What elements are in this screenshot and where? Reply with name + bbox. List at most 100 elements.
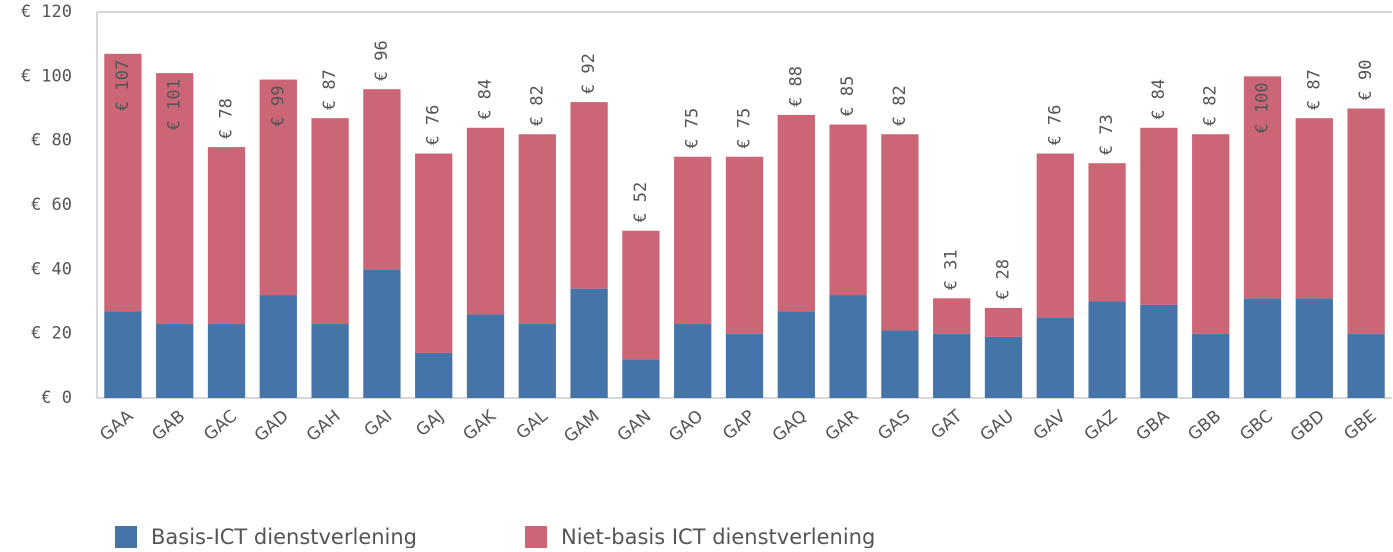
x-tick-label: GBB (1184, 406, 1225, 445)
bar-segment (1140, 127, 1178, 305)
bar-segment (466, 314, 505, 398)
total-label: € 85 (838, 76, 858, 117)
total-label: € 78 (217, 98, 237, 139)
bar-segment (156, 324, 194, 398)
x-tick-label: GAV (1030, 406, 1070, 444)
y-tick-label: € 0 (41, 388, 72, 408)
bar-segment (777, 311, 815, 398)
total-label: € 52 (631, 182, 651, 223)
bar-segment (518, 134, 556, 325)
x-tick-label: GAZ (1081, 406, 1122, 445)
bar-segment (1347, 333, 1385, 398)
bar-segment (570, 288, 608, 398)
x-tick-label: GBA (1133, 406, 1174, 445)
total-label: € 99 (268, 86, 288, 127)
bar-segment (933, 333, 971, 398)
legend-swatch (525, 526, 547, 548)
bar-segment (933, 298, 971, 334)
bar-segment (674, 324, 712, 398)
x-tick-label: GAK (460, 406, 501, 445)
total-label: € 87 (1304, 69, 1324, 110)
bar-segment (725, 156, 764, 334)
x-tick-label: GAL (513, 406, 553, 444)
x-tick-label: GAT (927, 406, 966, 443)
bar-segment (415, 352, 453, 398)
bar-segment (570, 102, 608, 289)
bar-segment (259, 79, 297, 296)
y-tick-label: € 120 (21, 2, 72, 22)
bar-segment (311, 118, 349, 325)
y-tick-label: € 40 (31, 259, 72, 279)
x-tick-label: GAA (96, 406, 137, 445)
bar-segment (1295, 298, 1333, 398)
bar-segment (622, 230, 660, 360)
bar-segment (829, 124, 867, 296)
x-tick-label: GAO (665, 406, 707, 446)
x-tick-label: GAD (251, 406, 293, 446)
x-tick-label: GAM (560, 406, 603, 447)
total-label: € 76 (1045, 105, 1065, 146)
legend-swatch (115, 526, 137, 548)
legend-label: Niet-basis ICT dienstverlening (561, 525, 875, 548)
total-label: € 82 (890, 85, 910, 126)
total-label: € 31 (942, 249, 962, 290)
bar-segment (674, 156, 712, 325)
y-tick-label: € 20 (31, 324, 72, 344)
total-label: € 28 (994, 259, 1014, 300)
total-label: € 92 (579, 53, 599, 94)
x-tick-label: GBD (1287, 406, 1329, 446)
total-label: € 82 (527, 85, 547, 126)
bar-segment (466, 127, 505, 315)
total-label: € 76 (424, 105, 444, 146)
x-tick-label: GAR (822, 406, 863, 445)
bar-segment (984, 336, 1023, 398)
bar-segment (1295, 118, 1333, 299)
x-tick-label: GAH (303, 406, 345, 445)
x-tick-label: GAC (200, 406, 241, 445)
bar-segment (881, 134, 919, 331)
total-label: € 82 (1201, 85, 1221, 126)
total-label: € 107 (113, 60, 133, 111)
y-tick-label: € 80 (31, 131, 72, 151)
bar-segment (259, 295, 297, 398)
bar-segment (1347, 108, 1385, 334)
x-tick-label: GAB (148, 406, 189, 445)
total-label: € 101 (165, 79, 185, 130)
bar-segment (1036, 153, 1074, 318)
bar-segment (1140, 304, 1178, 398)
total-label: € 75 (735, 108, 755, 149)
total-label: € 90 (1356, 60, 1376, 101)
bar-segment (207, 147, 246, 325)
bar-segment (1243, 298, 1282, 398)
x-tick-label: GAQ (769, 406, 811, 446)
y-tick-label: € 60 (31, 195, 72, 215)
bar-segment (1192, 333, 1230, 398)
bar-segment (725, 333, 764, 398)
bar-segment (777, 114, 815, 312)
bar-segment (311, 324, 349, 398)
bar-segment (829, 295, 867, 398)
y-tick-label: € 100 (21, 66, 72, 86)
bar-segment (104, 53, 142, 312)
total-label: € 84 (476, 79, 496, 120)
total-label: € 75 (683, 108, 703, 149)
bar-segment (1088, 163, 1126, 302)
total-label: € 96 (372, 40, 392, 81)
bar-segment (984, 307, 1023, 337)
x-tick-label: GBC (1236, 406, 1277, 445)
bar-segment (1243, 76, 1282, 299)
bar-segment (363, 269, 401, 398)
total-label: € 88 (786, 66, 806, 107)
x-tick-label: GAN (614, 406, 656, 445)
bar-segment (518, 324, 556, 398)
total-label: € 100 (1253, 82, 1273, 133)
bar-segment (156, 73, 194, 325)
bar-segment (881, 330, 919, 398)
bar-segment (104, 311, 142, 398)
total-label: € 84 (1149, 79, 1169, 120)
bar-segment (415, 153, 453, 353)
bar-segment (622, 359, 660, 398)
x-tick-label: GBE (1340, 406, 1380, 444)
total-label: € 73 (1097, 114, 1117, 155)
